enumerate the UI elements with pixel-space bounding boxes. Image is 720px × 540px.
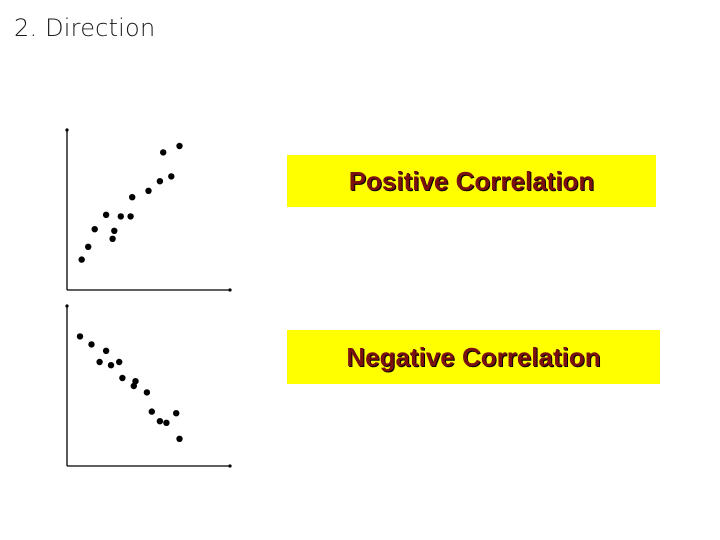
negative-data-point <box>176 435 183 442</box>
negative-data-point <box>107 362 115 369</box>
negative-data-point <box>102 347 110 354</box>
positive-data-point <box>160 149 167 156</box>
negative-data-point <box>119 374 126 382</box>
positive-correlation-label: Positive Correlation <box>287 155 656 207</box>
positive-data-point <box>85 243 92 250</box>
negative-y-axis-end <box>65 304 69 308</box>
positive-data-point <box>117 213 125 220</box>
negative-x-axis-end <box>228 464 232 468</box>
positive-data-point <box>91 226 98 233</box>
positive-data-point <box>168 173 175 180</box>
negative-data-point <box>76 333 84 340</box>
positive-correlation-scatter-plot <box>65 128 232 292</box>
positive-data-point <box>111 227 118 234</box>
negative-data-point <box>130 382 137 390</box>
positive-data-point <box>156 178 164 185</box>
positive-data-point <box>102 211 110 218</box>
positive-data-point <box>129 194 136 201</box>
positive-data-point <box>145 187 152 194</box>
negative-data-point <box>163 419 170 426</box>
negative-data-point <box>148 408 155 415</box>
positive-y-axis-end <box>65 128 69 132</box>
negative-data-point <box>96 358 103 366</box>
negative-data-point <box>156 418 164 425</box>
negative-data-point <box>88 341 95 348</box>
negative-data-point <box>132 378 139 385</box>
negative-data-point <box>173 410 180 417</box>
positive-x-axis-end <box>228 288 232 292</box>
positive-data-point <box>176 142 183 150</box>
positive-data-point <box>127 213 134 220</box>
negative-correlation-label: Negative Correlation <box>287 330 660 384</box>
positive-data-point <box>78 256 85 263</box>
positive-data-point <box>109 235 116 242</box>
negative-data-point <box>116 358 123 366</box>
slide-title: 2. Direction <box>14 14 156 42</box>
negative-data-point <box>143 389 151 396</box>
negative-correlation-scatter-plot <box>65 304 232 468</box>
